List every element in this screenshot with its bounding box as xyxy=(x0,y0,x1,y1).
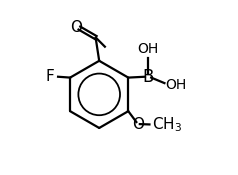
Text: F: F xyxy=(46,69,55,84)
Text: O: O xyxy=(70,20,82,35)
Text: OH: OH xyxy=(166,78,187,92)
Text: OH: OH xyxy=(138,41,159,55)
Text: CH$_3$: CH$_3$ xyxy=(152,115,182,134)
Text: O: O xyxy=(132,117,144,132)
Text: B: B xyxy=(142,68,154,86)
